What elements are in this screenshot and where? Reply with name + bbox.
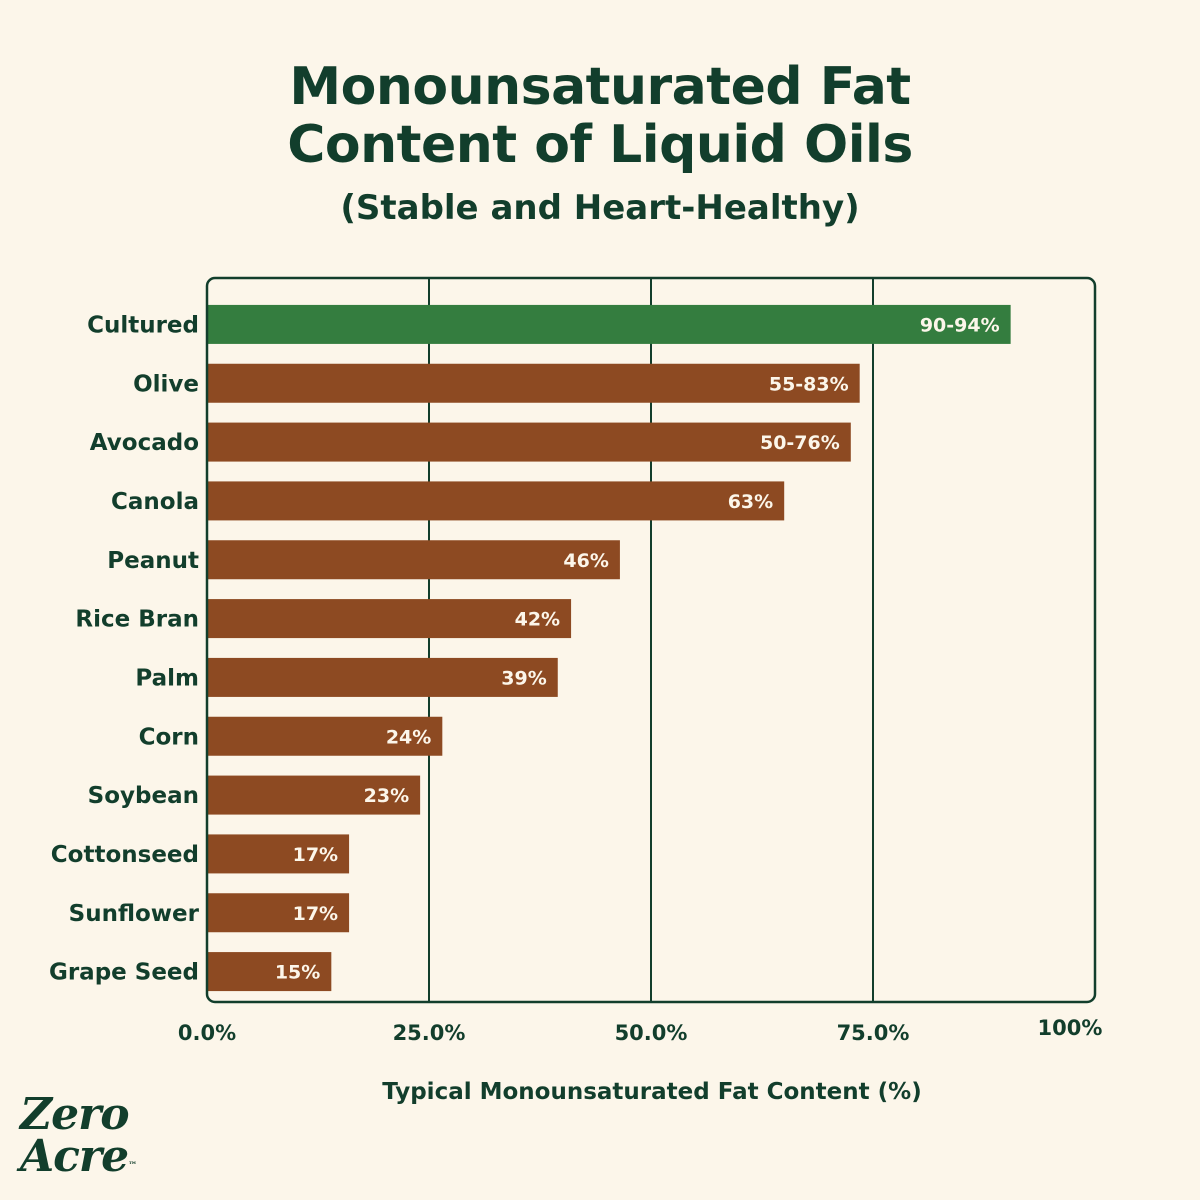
data-label-8: 23% (364, 785, 409, 807)
category-label-2: Avocado (90, 430, 199, 456)
data-label-6: 39% (501, 667, 546, 689)
data-label-1: 55-83% (769, 373, 849, 395)
category-label-6: Palm (135, 665, 199, 691)
data-label-3: 63% (728, 491, 773, 513)
category-label-4: Peanut (107, 548, 199, 574)
bar-11 (207, 952, 332, 992)
bar-8 (207, 775, 421, 815)
category-label-3: Canola (111, 489, 199, 515)
category-label-0: Cultured (87, 312, 199, 338)
data-label-9: 17% (293, 844, 338, 866)
trademark-mark: ™ (128, 1161, 137, 1171)
data-label-4: 46% (563, 550, 608, 572)
x-axis-label: Typical Monounsaturated Fat Content (%) (382, 1079, 921, 1105)
data-label-10: 17% (293, 903, 338, 925)
brand-logo-line-1: Zero (20, 1089, 130, 1140)
category-label-1: Olive (133, 371, 199, 397)
bar-4 (207, 540, 620, 580)
bar-9 (207, 834, 350, 874)
bar-10 (207, 893, 350, 933)
chart-title-line-1: Monounsaturated Fat (289, 57, 911, 117)
category-label-11: Grape Seed (49, 960, 199, 986)
bar-0 (207, 304, 1011, 344)
x-tick-label-4: 100% (1038, 1016, 1103, 1040)
data-label-0: 90-94% (920, 314, 1000, 336)
x-tick-label-3: 75.0% (837, 1021, 910, 1045)
category-label-9: Cottonseed (51, 842, 199, 868)
bar-6 (207, 657, 558, 697)
data-label-11: 15% (275, 962, 320, 984)
category-label-5: Rice Bran (75, 607, 199, 633)
x-tick-label-1: 25.0% (393, 1021, 466, 1045)
bar-1 (207, 363, 860, 403)
brand-logo-word: Acre (20, 1131, 129, 1182)
data-label-2: 50-76% (760, 432, 840, 454)
data-label-5: 42% (515, 609, 560, 631)
x-tick-label-0: 0.0% (178, 1021, 236, 1045)
bar-5 (207, 599, 572, 639)
chart-title: Monounsaturated Fat Content of Liquid Oi… (0, 58, 1200, 174)
bar-3 (207, 481, 785, 521)
plot-frame (205, 276, 1097, 1004)
data-label-7: 24% (386, 726, 431, 748)
chart-subtitle: (Stable and Heart-Healthy) (340, 188, 860, 228)
category-label-7: Corn (139, 724, 199, 750)
chart-title-line-2: Content of Liquid Oils (287, 115, 913, 175)
category-label-10: Sunflower (69, 901, 200, 927)
brand-logo-line-2: Acre™ (20, 1135, 137, 1187)
category-label-8: Soybean (88, 783, 199, 809)
bar-7 (207, 716, 443, 756)
x-tick-label-2: 50.0% (615, 1021, 688, 1045)
bar-2 (207, 422, 851, 462)
brand-logo: Zero Acre™ (20, 1089, 137, 1187)
